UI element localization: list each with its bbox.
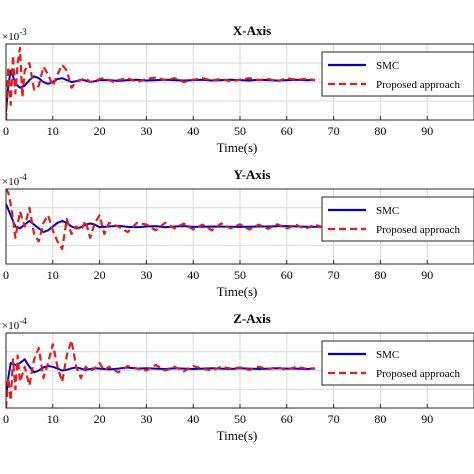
legend-label: Proposed approach xyxy=(376,368,461,380)
x-ticks: 0 10 20 30 40 50 60 70 80 90 xyxy=(3,116,433,138)
x-tick-label: 50 xyxy=(234,412,246,426)
legend-box xyxy=(321,51,474,97)
subplot-z-axis: 0 10 20 30 40 50 60 70 80 90 Time(s) Z-Axis ×10-4 SMC… xyxy=(2,311,474,443)
legend-box xyxy=(321,196,474,242)
x-tick-label: 90 xyxy=(421,268,433,282)
subplot-title: X-Axis xyxy=(233,23,271,38)
x-tick-label: 50 xyxy=(234,268,246,282)
x-tick-label: 80 xyxy=(374,412,386,426)
x-tick-label: 0 xyxy=(3,124,9,138)
series-line-proposed-approach xyxy=(6,46,316,120)
x-tick-label: 80 xyxy=(374,124,386,138)
legend: SMC Proposed approach xyxy=(321,196,474,242)
x-tick-label: 10 xyxy=(47,412,59,426)
legend-box xyxy=(321,340,474,386)
x-tick-label: 20 xyxy=(94,268,106,282)
exponent-power: -4 xyxy=(19,316,27,326)
legend-label: SMC xyxy=(376,349,399,361)
x-tick-label: 20 xyxy=(94,412,106,426)
x-tick-label: 30 xyxy=(140,124,152,138)
x-tick-label: 60 xyxy=(281,412,293,426)
y-exponent-label: ×10-4 xyxy=(2,172,27,188)
x-tick-label: 10 xyxy=(47,124,59,138)
subplots: 0 10 20 30 40 50 60 70 80 90Time(s)X-Axis×10-3SMC… xyxy=(2,23,474,443)
legend: SMC Proposed approach xyxy=(321,51,474,97)
subplot-y-axis: 0 10 20 30 40 50 60 70 80 90 Time(s) Y-Axis ×10-4 SMC… xyxy=(2,167,474,299)
subplot-title: Z-Axis xyxy=(233,311,271,326)
exponent-base: ×10 xyxy=(2,176,20,188)
x-axis-label: Time(s) xyxy=(217,284,258,299)
x-tick-label: 40 xyxy=(187,412,199,426)
x-tick-label: 40 xyxy=(187,124,199,138)
x-tick-label: 0 xyxy=(3,412,9,426)
x-tick-label: 70 xyxy=(328,412,340,426)
x-tick-label: 70 xyxy=(328,124,340,138)
x-tick-label: 60 xyxy=(281,124,293,138)
y-exponent-label: ×10-3 xyxy=(2,27,27,43)
x-tick-label: 80 xyxy=(374,268,386,282)
legend-label: Proposed approach xyxy=(376,79,461,91)
x-tick-label: 90 xyxy=(421,412,433,426)
legend-label: Proposed approach xyxy=(376,224,461,236)
x-tick-label: 60 xyxy=(281,268,293,282)
x-axis-label: Time(s) xyxy=(217,140,258,155)
series-group xyxy=(6,189,474,251)
series-line-proposed-approach xyxy=(6,339,315,408)
x-tick-label: 30 xyxy=(140,412,152,426)
x-tick-label: 50 xyxy=(234,124,246,138)
legend-label: SMC xyxy=(376,205,399,217)
x-ticks: 0 10 20 30 40 50 60 70 80 90 xyxy=(3,404,433,426)
series-group xyxy=(6,339,315,408)
series-line-proposed-approach xyxy=(6,189,474,251)
subplot-x-axis: 0 10 20 30 40 50 60 70 80 90 Time(s) X-Axis ×10-3 SMC… xyxy=(2,23,474,155)
series-group xyxy=(6,46,316,120)
legend: SMC Proposed approach xyxy=(321,340,474,386)
series-line-smc xyxy=(6,358,315,397)
y-exponent-label: ×10-4 xyxy=(2,316,27,332)
exponent-power: -3 xyxy=(19,27,27,37)
x-tick-label: 70 xyxy=(328,268,340,282)
x-tick-label: 20 xyxy=(94,124,106,138)
x-tick-label: 10 xyxy=(47,268,59,282)
x-tick-label: 40 xyxy=(187,268,199,282)
x-tick-label: 90 xyxy=(421,124,433,138)
x-axis-label: Time(s) xyxy=(217,428,258,443)
exponent-base: ×10 xyxy=(2,31,20,43)
subplot-title: Y-Axis xyxy=(233,167,270,182)
x-ticks: 0 10 20 30 40 50 60 70 80 90 xyxy=(3,260,433,282)
legend-label: SMC xyxy=(376,60,399,72)
x-tick-label: 30 xyxy=(140,268,152,282)
exponent-power: -4 xyxy=(19,172,27,182)
x-tick-label: 0 xyxy=(3,268,9,282)
exponent-base: ×10 xyxy=(2,320,20,332)
